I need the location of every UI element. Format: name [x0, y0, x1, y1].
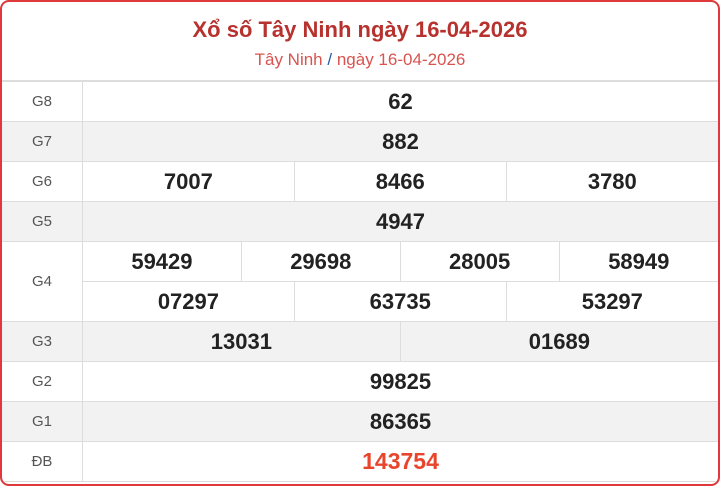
row-g5: G5 4947 — [2, 201, 718, 242]
prize-label: G1 — [2, 401, 83, 442]
row-g1: G1 86365 — [2, 401, 718, 442]
prize-label: ĐB — [2, 441, 83, 482]
special-prize-number: 143754 — [82, 441, 718, 482]
breadcrumb-province-link[interactable]: Tây Ninh — [254, 50, 323, 69]
prize-number: 882 — [82, 121, 718, 162]
breadcrumb: Tây Ninh / ngày 16-04-2026 — [2, 50, 718, 70]
row-g8: G8 62 — [2, 81, 718, 122]
prize-number: 01689 — [399, 321, 718, 362]
prize-label: G7 — [2, 121, 83, 162]
prize-number: 58949 — [558, 241, 718, 282]
prize-number: 13031 — [82, 321, 401, 362]
prize-number: 62 — [82, 81, 718, 122]
prize-number: 07297 — [82, 281, 295, 322]
row-special: ĐB 143754 — [2, 441, 718, 482]
row-g4-b: 07297 63735 53297 — [2, 281, 718, 322]
prize-label: G3 — [2, 321, 83, 362]
breadcrumb-date-link[interactable]: ngày 16-04-2026 — [336, 50, 466, 69]
row-g7: G7 882 — [2, 121, 718, 162]
breadcrumb-separator: / — [327, 50, 333, 69]
prize-number: 86365 — [82, 401, 718, 442]
prize-number: 53297 — [505, 281, 718, 322]
row-g4-a: G4 59429 29698 28005 58949 — [2, 241, 718, 322]
prize-label: G4 — [2, 241, 83, 322]
prize-number: 29698 — [240, 241, 401, 282]
prize-number: 4947 — [82, 201, 718, 242]
prize-label: G8 — [2, 81, 83, 122]
header: Xổ số Tây Ninh ngày 16-04-2026 Tây Ninh … — [2, 2, 718, 81]
row-g3: G3 13031 01689 — [2, 321, 718, 362]
prize-label: G2 — [2, 361, 83, 402]
results-table: G8 62 G7 882 G6 7007 8466 3780 G5 4947 G4 5… — [2, 81, 718, 482]
prize-number: 99825 — [82, 361, 718, 402]
prize-label: G5 — [2, 201, 83, 242]
prize-label: G6 — [2, 161, 83, 202]
prize-number: 3780 — [505, 161, 718, 202]
prize-number: 28005 — [399, 241, 560, 282]
prize-number: 8466 — [293, 161, 507, 202]
page-title: Xổ số Tây Ninh ngày 16-04-2026 — [192, 17, 528, 42]
row-g2: G2 99825 — [2, 361, 718, 402]
prize-number: 63735 — [293, 281, 507, 322]
row-g6: G6 7007 8466 3780 — [2, 161, 718, 202]
prize-number: 7007 — [82, 161, 295, 202]
prize-number: 59429 — [82, 241, 242, 282]
